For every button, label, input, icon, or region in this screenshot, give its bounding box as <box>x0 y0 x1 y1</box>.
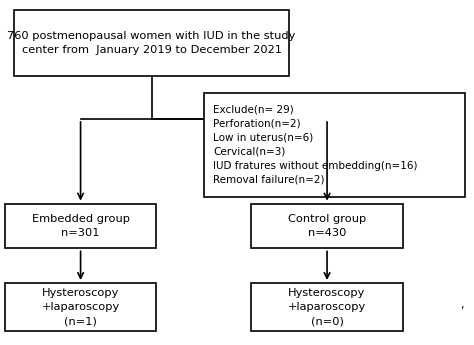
Text: Exclude(n= 29)
Perforation(n=2)
Low in uterus(n=6)
Cervical(n=3)
IUD fratures wi: Exclude(n= 29) Perforation(n=2) Low in u… <box>213 105 418 185</box>
Text: Hysteroscopy
+laparoscopy
(n=0): Hysteroscopy +laparoscopy (n=0) <box>288 288 366 326</box>
FancyBboxPatch shape <box>14 10 289 76</box>
Text: 760 postmenopausal women with IUD in the study
center from  January 2019 to Dece: 760 postmenopausal women with IUD in the… <box>8 31 296 55</box>
Text: ,: , <box>460 300 464 310</box>
Text: Embedded group
n=301: Embedded group n=301 <box>32 214 129 238</box>
FancyBboxPatch shape <box>251 204 403 248</box>
Text: Control group
n=430: Control group n=430 <box>288 214 366 238</box>
FancyBboxPatch shape <box>204 93 465 197</box>
FancyBboxPatch shape <box>251 283 403 331</box>
Text: Hysteroscopy
+laparoscopy
(n=1): Hysteroscopy +laparoscopy (n=1) <box>41 288 120 326</box>
FancyBboxPatch shape <box>5 204 156 248</box>
FancyBboxPatch shape <box>5 283 156 331</box>
